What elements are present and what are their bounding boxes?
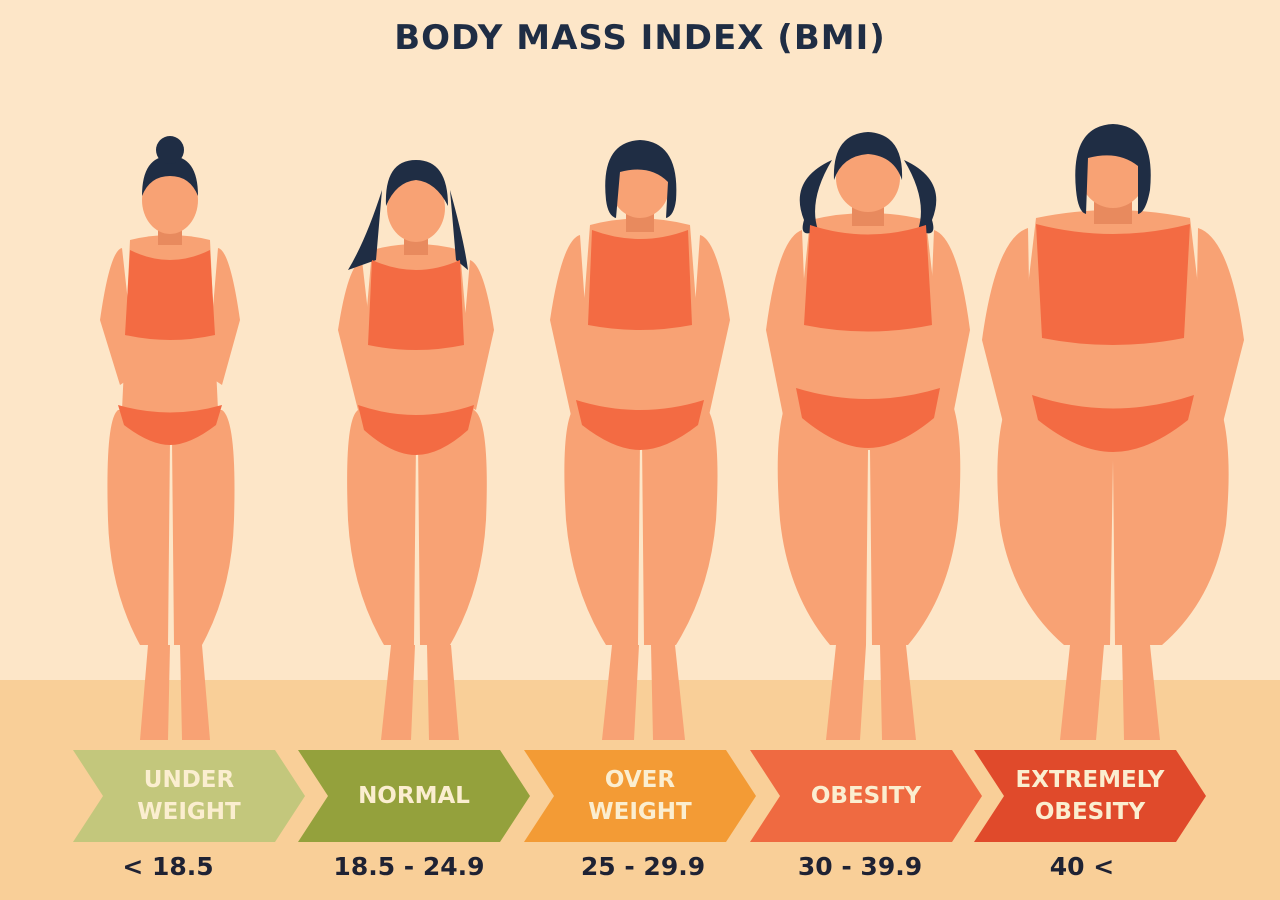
figure-underweight [50, 120, 290, 750]
woman-extremely-obesity-illustration [982, 124, 1244, 740]
overweight-label-line1: OVER [604, 767, 676, 793]
category-overweight: OVER WEIGHT [524, 750, 756, 842]
extremely-obesity-label-line1: EXTREMELY [1015, 767, 1165, 793]
figure-extremely-obesity [978, 120, 1248, 750]
woman-overweight-illustration [550, 140, 730, 740]
figure-obesity [748, 120, 988, 750]
category-normal: NORMAL [298, 750, 530, 842]
extremely-obesity-label-line2: OBESITY [1034, 799, 1146, 825]
range-overweight: 25 - 29.9 [580, 852, 706, 881]
obesity-label-line1: OBESITY [810, 783, 922, 809]
category-extremely-obesity: EXTREMELY OBESITY [974, 750, 1206, 842]
woman-underweight-illustration [100, 136, 240, 740]
chevron-arrow-obesity [750, 750, 982, 842]
category-underweight: UNDER WEIGHT [73, 750, 305, 842]
range-obesity: 30 - 39.9 [797, 852, 923, 881]
range-normal: 18.5 - 24.9 [333, 852, 485, 881]
figure-normal [296, 120, 536, 750]
normal-label-line1: NORMAL [358, 783, 470, 809]
underweight-label-line1: UNDER [143, 767, 235, 793]
figure-overweight [520, 120, 760, 750]
category-obesity: OBESITY [750, 750, 982, 842]
overweight-label-line2: WEIGHT [588, 799, 692, 825]
range-underweight: < 18.5 [122, 852, 214, 881]
woman-normal-illustration [338, 160, 494, 740]
chevron-arrow-normal [298, 750, 530, 842]
chevron-arrow-extremely-obesity [974, 750, 1206, 842]
underweight-label-line2: WEIGHT [137, 799, 241, 825]
page-title: BODY MASS INDEX (BMI) [394, 18, 886, 58]
woman-obesity-illustration [766, 132, 970, 740]
range-extremely-obesity: 40 < [1049, 852, 1115, 881]
chevron-arrow-underweight [73, 750, 305, 842]
chevron-arrow-overweight [524, 750, 756, 842]
